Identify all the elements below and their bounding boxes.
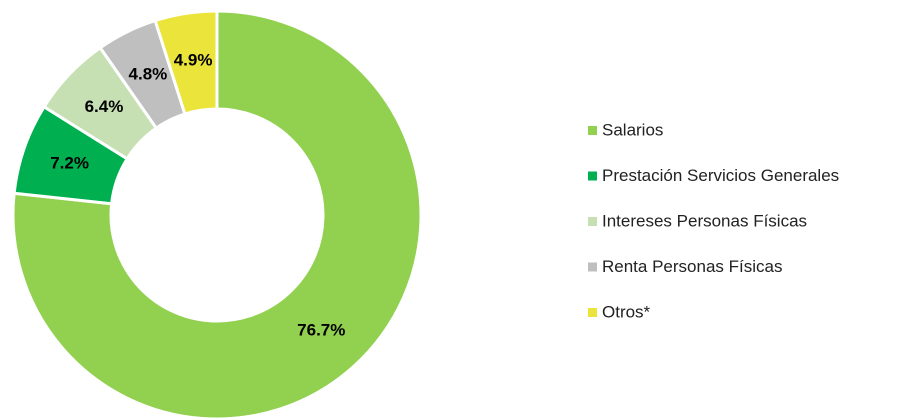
- data-label: 4.8%: [129, 65, 168, 84]
- data-label: 6.4%: [85, 97, 124, 116]
- data-label: 4.9%: [174, 50, 213, 69]
- data-label: 76.7%: [297, 321, 345, 340]
- legend-swatch: [588, 217, 597, 226]
- legend-swatch: [588, 308, 597, 317]
- legend-label: Intereses Personas Físicas: [602, 211, 807, 230]
- data-label: 7.2%: [50, 153, 89, 172]
- legend-swatch: [588, 171, 597, 181]
- legend-label: Salarios: [602, 120, 663, 139]
- legend-swatch: [588, 262, 597, 272]
- legend-label: Prestación Servicios Generales: [602, 166, 839, 185]
- legend-swatch: [588, 126, 597, 135]
- slice: [153, 9, 219, 116]
- legend-label: Renta Personas Físicas: [602, 257, 782, 276]
- legend-label: Otros*: [602, 302, 651, 321]
- slice: [11, 9, 423, 419]
